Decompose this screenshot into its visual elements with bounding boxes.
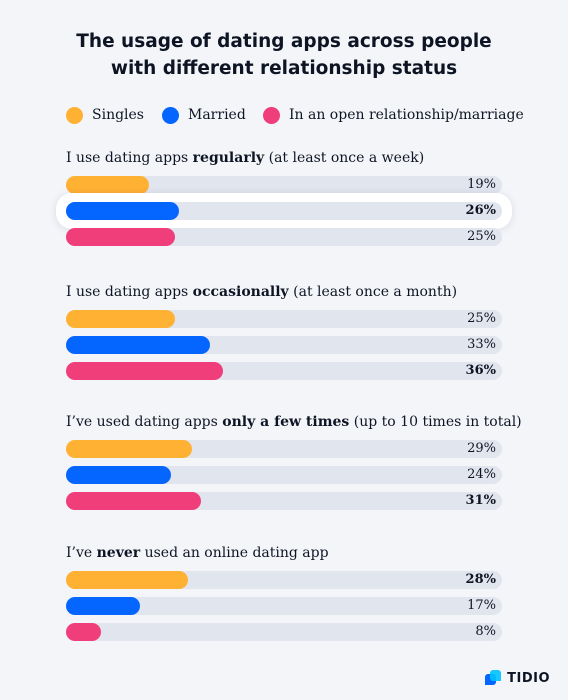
bar-1-open-relationship <box>66 228 175 246</box>
legend: Singles Married In an open relationship/… <box>66 104 536 126</box>
bar-2-married <box>66 336 210 354</box>
bar-track-2-married: 33% <box>66 336 502 354</box>
group-label-4-part-2: never <box>96 545 141 561</box>
bar-1-singles <box>66 176 149 194</box>
legend-item-singles: Singles <box>66 104 144 126</box>
bar-1-married <box>66 202 180 220</box>
tidio-logo: TIDIO <box>485 670 550 686</box>
value-label-2-singles: 25% <box>467 311 496 326</box>
value-label-3-open-relationship: 31% <box>465 493 496 508</box>
bar-track-4-singles: 28% <box>66 571 502 589</box>
value-label-2-married: 33% <box>467 337 496 352</box>
legend-swatch-married <box>162 106 179 124</box>
legend-label-married: Married <box>188 107 246 123</box>
bar-track-1-open-relationship: 25% <box>66 228 502 246</box>
group-label-1-part-2: regularly <box>192 150 265 166</box>
tidio-logo-text: TIDIO <box>507 670 550 686</box>
bar-4-singles <box>66 571 189 589</box>
legend-swatch-singles <box>66 106 83 124</box>
bar-2-singles <box>66 310 175 328</box>
bar-4-open-relationship <box>66 623 101 641</box>
bar-track-4-married: 17% <box>66 597 502 615</box>
value-label-1-married: 26% <box>465 203 496 218</box>
legend-item-open-relationship: In an open relationship/marriage <box>263 104 524 126</box>
group-label-2-part-2: occasionally <box>192 284 289 300</box>
bar-4-married <box>66 597 141 615</box>
bar-track-1-married: 26% <box>66 202 502 220</box>
legend-label-singles: Singles <box>92 107 144 123</box>
bar-track-2-singles: 25% <box>66 310 502 328</box>
value-label-1-open-relationship: 25% <box>467 229 496 244</box>
bar-track-3-open-relationship: 31% <box>66 492 502 510</box>
value-label-4-open-relationship: 8% <box>475 624 496 639</box>
bar-3-married <box>66 466 171 484</box>
bar-track-3-singles: 29% <box>66 440 502 458</box>
legend-label-open-relationship: In an open relationship/marriage <box>289 107 524 123</box>
group-label-4: I’ve never used an online dating app <box>66 545 329 561</box>
chart-title: The usage of dating apps across people w… <box>0 28 568 82</box>
legend-item-married: Married <box>162 104 246 126</box>
value-label-4-singles: 28% <box>465 572 496 587</box>
group-label-4-part-1: I’ve <box>66 545 97 561</box>
group-label-3: I’ve used dating apps only a few times (… <box>66 414 522 430</box>
bar-track-4-open-relationship: 8% <box>66 623 502 641</box>
bar-track-2-open-relationship: 36% <box>66 362 502 380</box>
legend-swatch-open-relationship <box>263 106 280 124</box>
value-label-1-singles: 19% <box>467 177 496 192</box>
group-label-2-part-3: (at least once a month) <box>288 284 458 300</box>
value-label-4-married: 17% <box>467 598 496 613</box>
group-label-4-part-3: used an online dating app <box>140 545 329 561</box>
bar-3-open-relationship <box>66 492 202 510</box>
chart-title-line-1: The usage of dating apps across people <box>76 31 492 52</box>
group-label-3-part-2: only a few times <box>222 414 350 430</box>
bar-3-singles <box>66 440 193 458</box>
group-label-3-part-1: I’ve used dating apps <box>66 414 223 430</box>
group-label-2-part-1: I use dating apps <box>66 284 193 300</box>
group-label-1-part-1: I use dating apps <box>66 150 193 166</box>
group-label-2: I use dating apps occasionally (at least… <box>66 284 457 300</box>
chart-title-line-2: with different relationship status <box>110 58 458 79</box>
group-label-1-part-3: (at least once a week) <box>264 150 425 166</box>
tidio-logo-icon <box>485 670 502 686</box>
group-label-1: I use dating apps regularly (at least on… <box>66 150 424 166</box>
bar-track-3-married: 24% <box>66 466 502 484</box>
bar-track-1-singles: 19% <box>66 176 502 194</box>
value-label-3-married: 24% <box>467 467 496 482</box>
value-label-3-singles: 29% <box>467 441 496 456</box>
group-label-3-part-3: (up to 10 times in total) <box>349 414 522 430</box>
bar-2-open-relationship <box>66 362 223 380</box>
value-label-2-open-relationship: 36% <box>465 363 496 378</box>
